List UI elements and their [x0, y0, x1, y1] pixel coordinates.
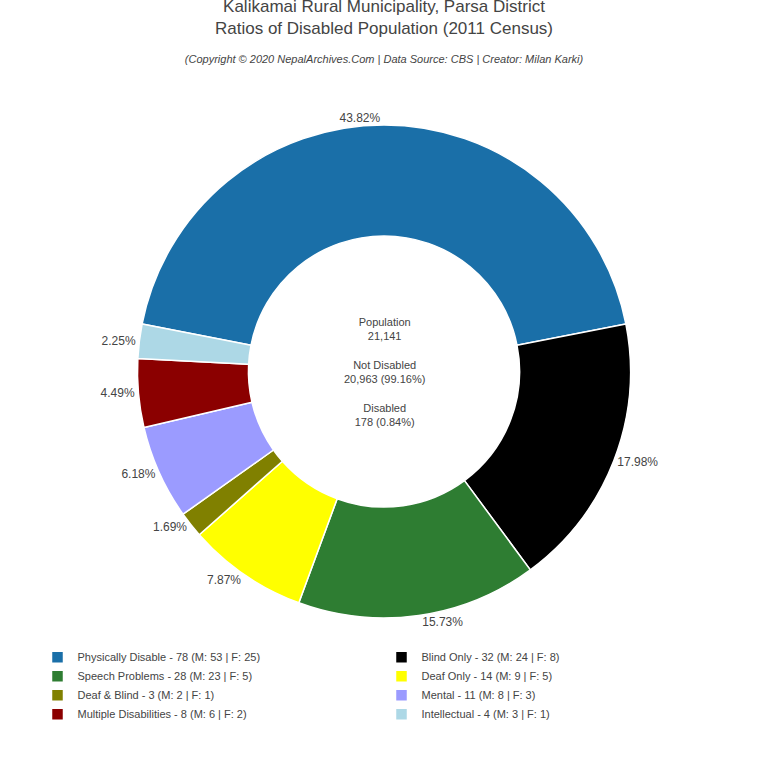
svg-text:Multiple Disabilities - 8 (M:: Multiple Disabilities - 8 (M: 6 | F: 2)	[78, 708, 247, 720]
svg-text:Blind Only - 32 (M: 24 | F: 8): Blind Only - 32 (M: 24 | F: 8)	[422, 651, 560, 663]
svg-text:17.98%: 17.98%	[617, 455, 658, 469]
svg-text:Deaf Only - 14 (M: 9 | F: 5): Deaf Only - 14 (M: 9 | F: 5)	[422, 670, 553, 682]
svg-text:Population21,141Not Disabled20: Population21,141Not Disabled20,963 (99.1…	[344, 316, 425, 428]
svg-text:1.69%: 1.69%	[153, 520, 187, 534]
svg-text:Deaf & Blind - 3 (M: 2 | F: 1): Deaf & Blind - 3 (M: 2 | F: 1)	[78, 689, 215, 701]
svg-text:4.49%: 4.49%	[101, 386, 135, 400]
svg-text:43.82%: 43.82%	[339, 111, 380, 125]
svg-text:Mental - 11 (M: 8 | F: 3): Mental - 11 (M: 8 | F: 3)	[422, 689, 536, 701]
svg-text:2.25%: 2.25%	[102, 334, 136, 348]
svg-text:(Copyright © 2020 NepalArchive: (Copyright © 2020 NepalArchives.Com | Da…	[185, 53, 584, 65]
svg-text:6.18%: 6.18%	[121, 467, 155, 481]
svg-text:Intellectual - 4 (M: 3 | F: 1): Intellectual - 4 (M: 3 | F: 1)	[422, 708, 550, 720]
svg-text:15.73%: 15.73%	[422, 615, 463, 629]
svg-text:Kalikamai Rural Municipality,: Kalikamai Rural Municipality, Parsa Dist…	[215, 0, 553, 38]
svg-text:Speech Problems - 28 (M: 23 |: Speech Problems - 28 (M: 23 | F: 5)	[78, 670, 253, 682]
svg-text:7.87%: 7.87%	[207, 573, 241, 587]
svg-text:Physically Disable - 78 (M: 53: Physically Disable - 78 (M: 53 | F: 25)	[78, 651, 261, 663]
